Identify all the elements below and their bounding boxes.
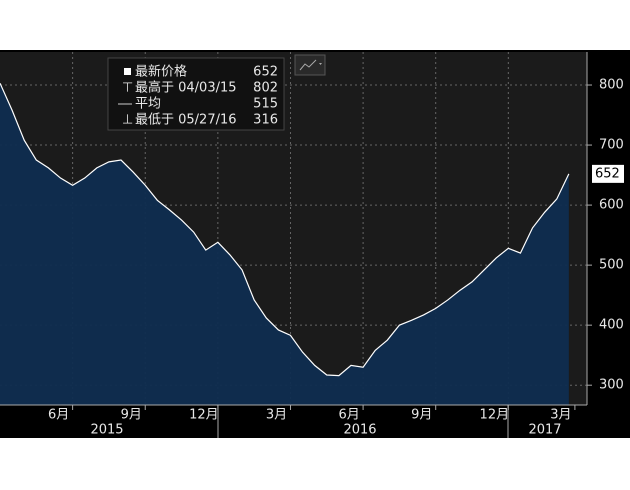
plot <box>0 52 587 406</box>
area <box>0 83 569 406</box>
legend-label: 最低于 05/27/16 <box>135 113 237 128</box>
legend-icon: ⊥ <box>122 113 133 128</box>
x-tick-label: 12月 <box>480 408 510 423</box>
x-tick-label: 3月 <box>550 408 571 423</box>
legend-icon <box>124 68 131 75</box>
last-value-label: 652 <box>595 166 620 181</box>
x-tick-label: 9月 <box>411 408 432 423</box>
x-tick-label: 12月 <box>189 408 219 423</box>
x-tick-label: 6月 <box>338 408 359 423</box>
legend-icon: ⊤ <box>122 81 133 96</box>
line <box>0 82 570 377</box>
y-tick-label: 400 <box>599 318 624 333</box>
button-caret <box>319 63 322 65</box>
legend-value: 515 <box>253 97 278 112</box>
button-frame[interactable] <box>294 54 326 76</box>
y-tick-label: 300 <box>599 378 624 393</box>
year-label: 2016 <box>343 423 376 438</box>
legend-label: 平均 <box>135 97 161 112</box>
x-tick-label: 6月 <box>48 408 69 423</box>
chart-button[interactable] <box>294 54 326 76</box>
legend-value: 316 <box>253 113 278 128</box>
legend-box <box>107 57 285 131</box>
year-label: 2015 <box>90 423 123 438</box>
legend-label: 最新价格 <box>135 64 187 80</box>
y-tick-label: 600 <box>599 198 624 213</box>
legend-value: 652 <box>253 65 278 80</box>
legend: 最新价格 652 ⊤ 最高于 04/03/15 802 平均 515 ⊥ 最低于… <box>107 57 285 131</box>
year-label: 2017 <box>528 423 561 438</box>
x-tick-label: 9月 <box>121 408 142 423</box>
legend-label: 最高于 04/03/15 <box>135 80 237 96</box>
last-value-tag <box>592 164 624 183</box>
legend-value: 802 <box>253 81 278 96</box>
x-tick-label: 3月 <box>266 408 287 423</box>
y-tick-label: 800 <box>599 78 624 93</box>
button-icon <box>299 59 317 71</box>
y-tick-label: 500 <box>599 258 624 273</box>
y-tick-label: 700 <box>599 138 624 153</box>
